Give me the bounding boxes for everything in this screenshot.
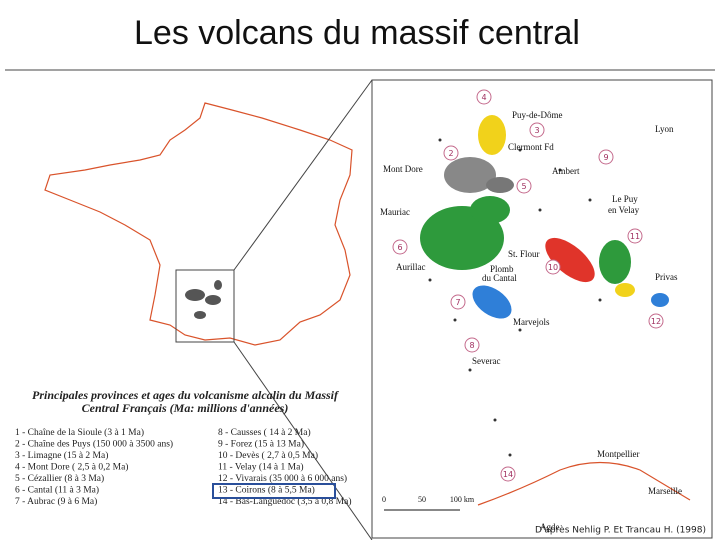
slide-title: Les volcans du massif central: [134, 14, 580, 52]
marker-number: 7: [455, 298, 460, 307]
marker-number: 5: [521, 182, 526, 191]
zoom-box: [175, 269, 235, 343]
marker-circle: [450, 294, 466, 310]
legend-item: 14 - Bas-Languedoc (3,5 à 0,8 Ma): [218, 496, 352, 507]
zoom-line: [233, 79, 373, 271]
marker-circle: [392, 239, 408, 255]
marker-circle: [500, 466, 516, 482]
volcano-dots: [428, 138, 602, 457]
legend-item: 1 - Chaîne de la Sioule (3 à 1 Ma): [15, 427, 144, 438]
legend-item: 9 - Forez (15 à 13 Ma): [218, 439, 304, 450]
marker-circle: [648, 313, 664, 329]
legend-item: 6 - Cantal (11 à 3 Ma): [15, 485, 99, 496]
place-label: Mont Dore: [383, 164, 423, 174]
place-label: Marseille: [648, 486, 682, 496]
marker-number: 9: [603, 153, 608, 162]
marker-number: 11: [630, 232, 640, 241]
legend-title: Principales provinces et ages du volcani…: [32, 388, 339, 402]
marker-circle: [598, 149, 614, 165]
place-label: Lyon: [655, 124, 674, 134]
marker-number: 12: [651, 317, 661, 326]
legend-item: 8 - Causses ( 14 à 2 Ma): [218, 427, 311, 438]
province-markers: 4 3 2 9 5 6 11 10 7 12 8 14: [392, 89, 664, 482]
marker-number: 2: [448, 149, 453, 158]
marker-number: 8: [469, 341, 474, 350]
place-label: Severac: [472, 356, 500, 366]
marker-number: 4: [481, 93, 486, 102]
marker-circle: [443, 145, 459, 161]
place-label: Clermont Fd: [508, 142, 554, 152]
place-label: du Cantal: [482, 273, 517, 283]
place-label: Le Puy: [612, 194, 638, 204]
marker-circle: [516, 178, 532, 194]
zoom-line: [233, 341, 373, 540]
place-label: Montpellier: [597, 449, 640, 459]
marker-circle: [545, 259, 561, 275]
place-label: Agde: [540, 522, 560, 532]
place-labels: Puy-de-Dôme Clermont Fd Lyon Mont Dore Amber…: [380, 110, 682, 532]
legend-title: Central Français (Ma: millions d'années): [82, 401, 289, 415]
legend-item: 2 - Chaîne des Puys (150 000 à 3500 ans): [15, 439, 173, 450]
place-label: St. Flour: [508, 249, 540, 259]
france-outline: [44, 102, 353, 346]
place-label: Mauriac: [380, 207, 410, 217]
place-label: Marvejols: [513, 317, 550, 327]
marker-number: 3: [534, 126, 539, 135]
place-label: Ambert: [552, 166, 580, 176]
marker-circle: [476, 89, 492, 105]
place-label: en Velay: [608, 205, 640, 215]
legend-item: 12 - Vivarais (35 000 à 6 000 ans): [218, 473, 347, 484]
legend-item: 4 - Mont Dore ( 2,5 à 0,2 Ma): [15, 462, 128, 473]
highlight-box: [212, 483, 336, 499]
legend-item: 5 - Cézallier (8 à 3 Ma): [15, 473, 104, 484]
legend-item: 10 - Devès ( 2,7 à 0,5 Ma): [218, 450, 318, 461]
marker-circle: [529, 122, 545, 138]
mini-volcanoes: [185, 280, 222, 319]
place-label: Aurillac: [396, 262, 426, 272]
legend: Principales provinces et ages du volcani…: [15, 388, 352, 507]
marker-number: 6: [397, 243, 402, 252]
legend-item: 3 - Limagne (15 à 2 Ma): [15, 450, 108, 461]
place-label: Plomb: [490, 264, 514, 274]
scale-label: 100 km: [450, 495, 475, 504]
place-label: Puy-de-Dôme: [512, 110, 563, 120]
scale-labels: 0 50 100 km: [382, 495, 475, 504]
place-label: Privas: [655, 272, 678, 282]
scale-label: 0: [382, 495, 386, 504]
legend-item: 13 - Coirons (8 à 5,5 Ma): [218, 485, 315, 496]
map-credit: D'après Nehlig P. Et Trancau H. (1998): [535, 525, 706, 536]
marker-circle: [464, 337, 480, 353]
scale-label: 50: [418, 495, 426, 504]
marker-circle: [627, 228, 643, 244]
marker-number: 14: [503, 470, 513, 479]
legend-item: 7 - Aubrac (9 à 6 Ma): [15, 496, 97, 507]
volcanic-provinces: [420, 115, 691, 506]
detail-frame: [371, 79, 713, 539]
legend-item: 11 - Velay (14 à 1 Ma): [218, 462, 303, 473]
marker-number: 10: [548, 263, 558, 272]
